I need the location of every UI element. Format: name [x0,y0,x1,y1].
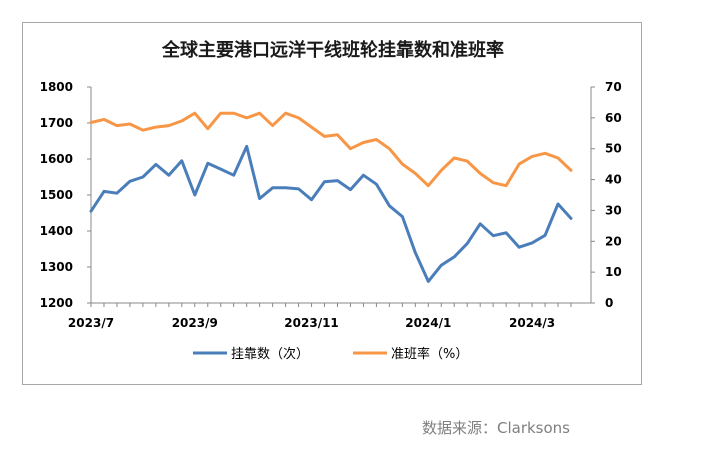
series-line-2 [89,111,573,188]
right-tick-label: 30 [605,203,622,217]
left-tick-label: 1400 [40,224,73,238]
right-tick-label: 40 [605,173,622,187]
right-tick-label: 50 [605,142,622,156]
right-tick-label: 20 [605,234,622,248]
legend-label-2: 准班率（%） [391,346,468,362]
right-tick-label: 10 [605,265,622,279]
right-tick-label: 60 [605,111,622,125]
x-tick-label: 2024/3 [509,316,555,330]
series-line-1 [89,144,573,283]
chart-title: 全球主要港口远洋干线班轮挂靠数和准班率 [161,39,504,61]
x-tick-label: 2023/7 [68,316,114,330]
x-tick-label: 2023/9 [172,316,218,330]
right-tick-label: 70 [605,80,622,94]
axes: 1800 1700 1600 1500 1400 1300 1200 70 60 50 40 30 20… [40,80,622,330]
source-note: 数据来源：Clarksons [422,419,571,437]
left-tick-label: 1700 [40,116,73,130]
chart: 全球主要港口远洋干线班轮挂靠数和准班率 1800 1700 1600 1500 1400… [40,39,622,362]
left-tick-label: 1500 [40,188,73,202]
chart-frame: 全球主要港口远洋干线班轮挂靠数和准班率 1800 1700 1600 1500 1400… [22,22,642,385]
left-tick-label: 1600 [40,152,73,166]
left-tick-label: 1300 [40,260,73,274]
legend-label-1: 挂靠数（次） [231,346,309,362]
left-tick-label: 1200 [40,296,73,310]
left-tick-label: 1800 [40,80,73,94]
series-layer [89,111,573,283]
legend: 挂靠数（次） 准班率（%） [193,346,468,362]
right-tick-label: 0 [605,296,613,310]
x-tick-label: 2024/1 [405,316,451,330]
x-tick-label: 2023/11 [284,316,338,330]
